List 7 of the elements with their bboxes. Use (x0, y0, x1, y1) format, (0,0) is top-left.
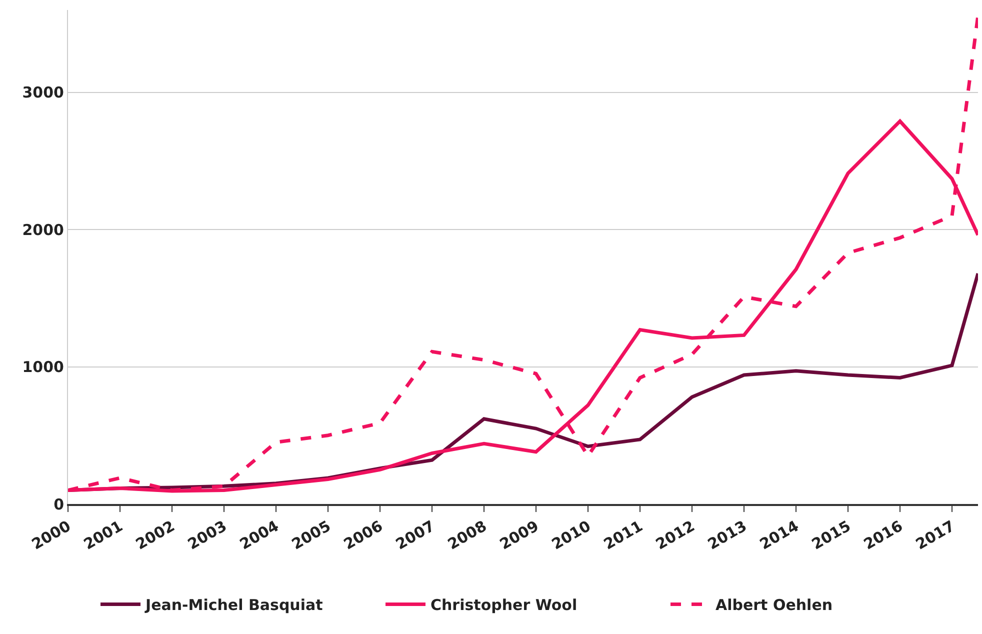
legend-label: Christopher Wool (430, 596, 578, 614)
y-tick-label: 2000 (22, 220, 64, 239)
y-tick-label: 3000 (22, 84, 64, 102)
legend-label: Albert Oehlen (716, 596, 833, 614)
y-tick-label: 0 (54, 495, 64, 514)
legend-label: Jean-Michel Basquiat (144, 596, 323, 614)
y-tick-label: 1000 (22, 358, 64, 376)
